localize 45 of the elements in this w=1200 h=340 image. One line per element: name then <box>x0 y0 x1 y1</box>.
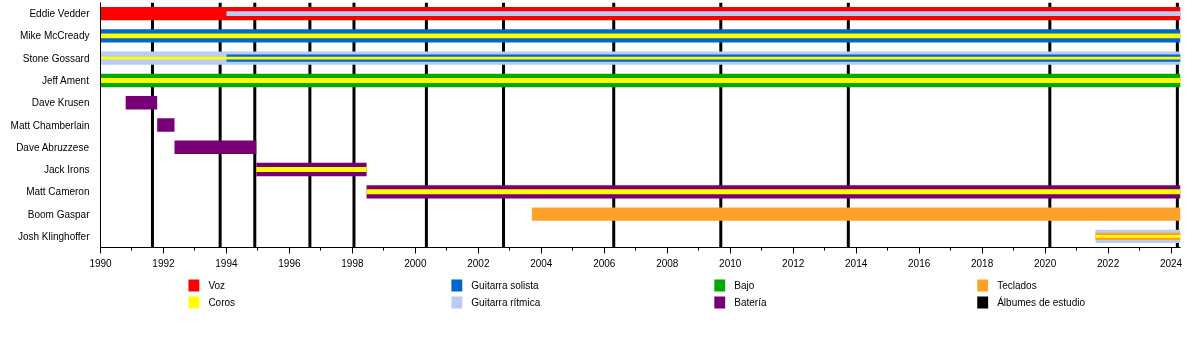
x-tick-label: 2010 <box>719 257 742 269</box>
y-tick-label: Matt Cameron <box>26 186 90 198</box>
bar <box>174 140 257 154</box>
x-tick-label: 2016 <box>908 257 931 269</box>
legend-label: Voz <box>208 280 226 291</box>
y-tick-label: Josh Klinghoffer <box>17 230 91 242</box>
legend-label: Teclados <box>997 280 1037 291</box>
bar <box>100 78 1181 83</box>
legend-label: Guitarra solista <box>471 280 540 291</box>
x-tick-label: 1990 <box>89 257 113 269</box>
y-tick-label: Dave Abruzzese <box>16 141 90 153</box>
bar <box>100 56 1181 60</box>
bar <box>366 189 1181 195</box>
legend-label: Álbumes de estudio <box>997 296 1086 308</box>
x-tick-label: 2018 <box>971 257 994 269</box>
x-tick-label: 1992 <box>152 257 176 269</box>
legend-label: Coros <box>208 297 236 308</box>
y-tick-label: Jack Irons <box>43 164 90 176</box>
x-tick-label: 2000 <box>404 257 427 269</box>
legend-label: Bajo <box>734 280 755 291</box>
x-tick-label: 1998 <box>341 257 364 269</box>
x-tick-label: 2012 <box>782 257 805 269</box>
x-tick-label: 2004 <box>530 257 553 269</box>
x-tick-label: 2024 <box>1159 257 1183 269</box>
bar <box>125 96 158 110</box>
bar <box>256 167 367 172</box>
y-tick-label: Mike McCready <box>20 30 90 42</box>
y-tick-label: Jeff Ament <box>41 74 90 86</box>
y-tick-label: Boom Gaspar <box>27 208 91 220</box>
bar <box>100 33 1181 39</box>
y-tick-label: Dave Krusen <box>31 97 90 109</box>
x-tick-label: 2002 <box>467 257 490 269</box>
y-tick-label: Stone Gossard <box>22 52 90 64</box>
x-tick-label: 2020 <box>1033 257 1057 269</box>
x-tick-label: 1996 <box>278 257 301 269</box>
x-tick-label: 2008 <box>656 257 679 269</box>
y-tick-label: Eddie Vedder <box>29 8 91 20</box>
legend-label: Batería <box>734 297 767 308</box>
x-tick-label: 1994 <box>215 257 239 269</box>
x-tick-label: 2006 <box>593 257 616 269</box>
y-tick-label: Matt Chamberlain <box>10 119 90 131</box>
legend-label: Guitarra rítmica <box>471 297 541 308</box>
x-tick-label: 2014 <box>845 257 868 269</box>
x-tick-label: 2022 <box>1096 257 1120 269</box>
bar <box>157 118 175 132</box>
